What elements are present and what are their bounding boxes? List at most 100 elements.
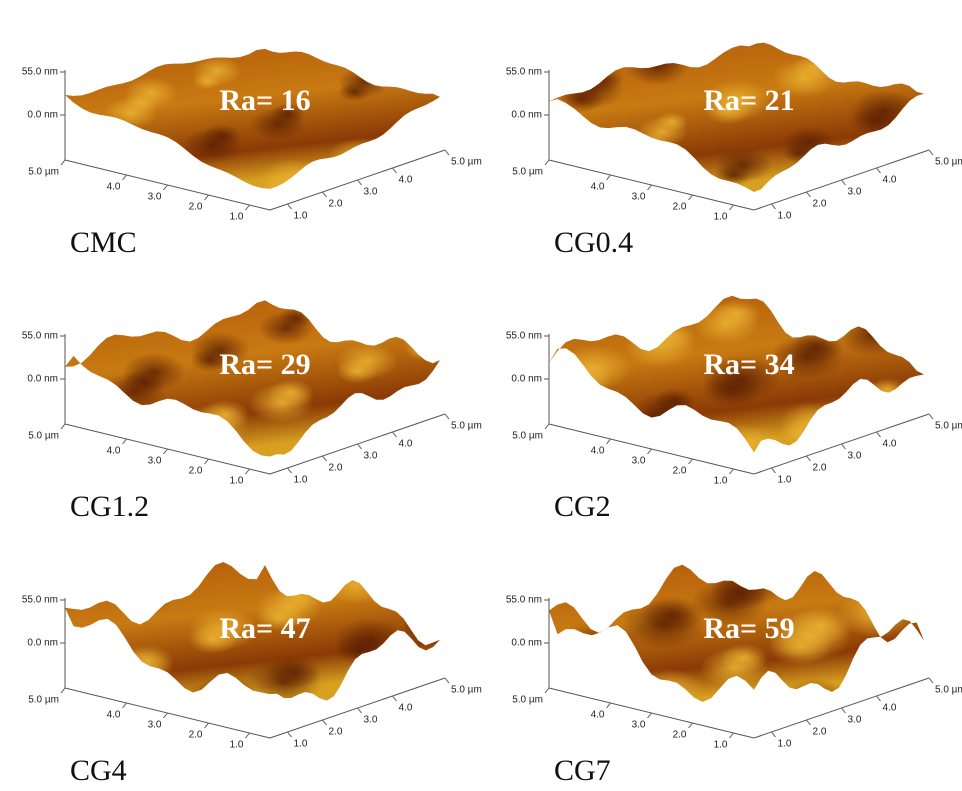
surface-bump (338, 82, 370, 101)
surface-bump (414, 390, 462, 419)
y-tick-label: 3.0 (364, 451, 378, 462)
surface-bump (778, 679, 852, 723)
y-tick-label: 5.0 µm (451, 685, 482, 696)
surface-bump (180, 420, 230, 450)
x-tick-label: 4.0 (107, 446, 121, 457)
x-tick-label: 5.0 µm (512, 167, 543, 178)
y-tick (807, 456, 811, 461)
x-tick-label: 3.0 (148, 192, 162, 203)
y-tick-label: 2.0 (329, 727, 343, 738)
y-tick-label: 4.0 (883, 703, 897, 714)
x-tick (730, 469, 734, 474)
y-tick (877, 696, 881, 701)
x-tick-label: 1.0 (230, 212, 244, 223)
y-tick (877, 432, 881, 437)
surface-bump (180, 404, 250, 446)
x-tick-label: 3.0 (148, 456, 162, 467)
roughness-label: Ra= 47 (219, 612, 310, 645)
x-tick-label: 3.0 (148, 720, 162, 731)
x-tick-label: 4.0 (591, 182, 605, 193)
x-tick (545, 688, 549, 693)
surface-bump (714, 164, 752, 187)
x-tick (545, 424, 549, 429)
surface-bump (328, 154, 370, 179)
surface-bump (712, 424, 780, 465)
surface-bump (246, 659, 322, 705)
x-tick-label: 1.0 (714, 740, 728, 751)
y-tick (842, 180, 846, 185)
x-tick (730, 205, 734, 210)
z-tick-label: 55.0 nm (22, 67, 58, 78)
y-tick-label: 1.0 (778, 739, 792, 750)
y-tick-label: 3.0 (848, 451, 862, 462)
x-tick (123, 703, 127, 708)
roughness-label: Ra= 21 (703, 84, 794, 117)
surface-bump (634, 408, 676, 433)
surface-bump (556, 361, 612, 395)
surface-bump (110, 577, 174, 615)
y-tick (929, 150, 933, 155)
sample-label: CMC (70, 226, 137, 259)
y-tick-label: 1.0 (778, 211, 792, 222)
x-tick-label: 5.0 µm (28, 431, 59, 442)
z-tick-label: 55.0 nm (506, 67, 542, 78)
x-tick (205, 459, 209, 464)
surface-bump (52, 666, 110, 701)
surface-bump (848, 382, 908, 418)
x-tick (545, 160, 549, 165)
y-tick (772, 204, 776, 209)
surface-bump (778, 695, 832, 727)
surface-bump (328, 138, 390, 175)
surface-bump (624, 324, 696, 367)
x-tick (61, 424, 65, 429)
y-tick-label: 4.0 (399, 175, 413, 186)
surface-bump (114, 149, 178, 187)
x-tick (61, 688, 65, 693)
x-tick (246, 205, 250, 210)
z-tick-label: 0.0 nm (27, 638, 58, 649)
x-tick (205, 195, 209, 200)
x-tick-label: 2.0 (189, 202, 203, 213)
surface-bump (334, 634, 386, 665)
y-tick-label: 3.0 (364, 187, 378, 198)
roughness-label: Ra= 59 (703, 612, 794, 645)
y-tick (772, 468, 776, 473)
x-tick-label: 1.0 (230, 476, 244, 487)
y-tick (288, 732, 292, 737)
x-tick-label: 2.0 (673, 466, 687, 477)
surface-bump (700, 648, 768, 689)
y-tick-label: 2.0 (813, 727, 827, 738)
surface-bump (402, 614, 450, 643)
surface-bump (558, 85, 604, 113)
x-tick (689, 723, 693, 728)
surface-bump (850, 106, 900, 136)
y-tick (323, 720, 327, 725)
x-tick (246, 469, 250, 474)
x-tick (648, 185, 652, 190)
surface-bump (258, 311, 314, 345)
y-tick-label: 1.0 (778, 475, 792, 486)
y-tick-label: 4.0 (399, 439, 413, 450)
surface-bump (568, 153, 604, 175)
y-tick-label: 5.0 µm (935, 157, 962, 168)
y-tick-label: 5.0 µm (451, 157, 482, 168)
z-tick-label: 0.0 nm (511, 638, 542, 649)
surface-bump (636, 116, 688, 147)
x-tick-label: 3.0 (632, 720, 646, 731)
surface-bump (102, 373, 166, 411)
x-tick (123, 439, 127, 444)
y-tick (807, 720, 811, 725)
y-tick (877, 168, 881, 173)
x-tick (205, 723, 209, 728)
z-tick-label: 0.0 nm (27, 110, 58, 121)
x-tick (164, 449, 168, 454)
x-tick-label: 5.0 µm (512, 695, 543, 706)
surface-bump (178, 680, 258, 728)
y-tick-label: 4.0 (883, 439, 897, 450)
y-tick (288, 468, 292, 473)
roughness-label: Ra= 29 (219, 348, 310, 381)
z-tick-label: 55.0 nm (22, 331, 58, 342)
x-tick-label: 2.0 (189, 466, 203, 477)
y-tick (393, 696, 397, 701)
x-tick (607, 703, 611, 708)
